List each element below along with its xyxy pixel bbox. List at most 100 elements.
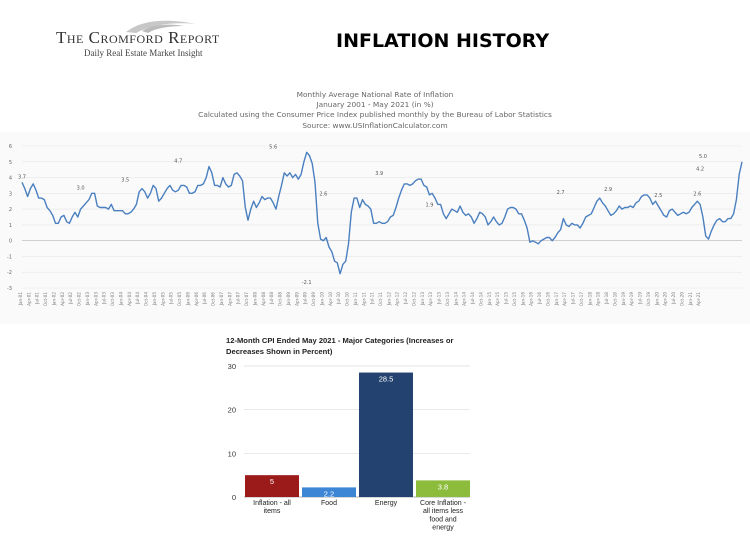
x-tick-label: Apr-09 — [294, 292, 299, 306]
x-tick-label: Oct-13 — [445, 292, 450, 306]
x-tick-label: Oct-09 — [311, 292, 316, 306]
x-tick-label: Jul-12 — [403, 292, 408, 305]
x-tick-label: Oct-06 — [211, 292, 216, 306]
x-tick-label: Apr-08 — [261, 292, 266, 306]
data-label: 3.5 — [121, 177, 129, 183]
x-tick-label: Apr-18 — [596, 292, 601, 306]
y-tick-label: 4 — [9, 176, 12, 182]
x-tick-label: Jan-11 — [353, 292, 358, 307]
x-tick-label: Jul-14 — [470, 292, 475, 305]
data-label: 1.9 — [425, 203, 433, 209]
x-tick-label: Jan-13 — [420, 292, 425, 307]
bar-value-label: 28.5 — [379, 375, 394, 384]
x-tick-label: Jan-20 — [654, 292, 659, 307]
x-tick-label: Apr-03 — [93, 292, 98, 306]
x-tick-label: Oct-01 — [43, 292, 48, 306]
x-tick-label: Jan-07 — [219, 292, 224, 307]
data-label: 3.0 — [77, 185, 85, 191]
x-tick-label: Jan-12 — [386, 292, 391, 307]
x-tick-label: Jan-14 — [453, 292, 458, 307]
logo-subtitle: Daily Real Estate Market Insight — [84, 48, 203, 58]
x-tick-label: Apr-07 — [227, 292, 232, 306]
x-tick-label: Oct-19 — [646, 292, 651, 306]
data-label: 3.7 — [18, 174, 26, 180]
x-tick-label: Oct-18 — [612, 292, 617, 306]
y-tick-label: 1 — [9, 223, 12, 229]
data-label: 2.6 — [693, 192, 701, 198]
x-tick-label: Jan-18 — [587, 292, 592, 307]
line-chart-subtitle-2: Calculated using the Consumer Price Inde… — [198, 110, 552, 120]
x-tick-label: Jul-16 — [537, 292, 542, 305]
bar — [416, 480, 470, 497]
x-tick-label: Apr-17 — [562, 292, 567, 306]
x-tick-label: Jul-06 — [202, 292, 207, 305]
x-tick-label: Jan-02 — [51, 292, 56, 307]
x-tick-label: Jan-09 — [286, 292, 291, 307]
x-tick-label: Oct-02 — [77, 292, 82, 306]
bar — [302, 487, 356, 497]
x-tick-label: Jul-15 — [504, 292, 509, 305]
x-tick-label: Apr-19 — [629, 292, 634, 306]
x-tick-label: Apr-11 — [361, 292, 366, 306]
x-tick-label: Jan-21 — [688, 292, 693, 307]
data-label: 3.9 — [375, 171, 383, 177]
bar-chart-title: 12-Month CPI Ended May 2021 - Major Cate… — [226, 336, 454, 356]
y-tick-label: 0 — [9, 239, 12, 245]
bar — [359, 372, 413, 497]
x-tick-label: Jul-13 — [437, 292, 442, 305]
x-tick-label: Jan-04 — [118, 292, 123, 307]
x-tick-label: Oct-03 — [110, 292, 115, 306]
x-tick-label: Jan-16 — [520, 292, 525, 307]
data-label: 5.0 — [699, 154, 707, 160]
data-label: 2.7 — [557, 190, 565, 196]
category-label: Core Inflation - — [420, 500, 467, 507]
logo-title: The Cromford Report — [56, 28, 220, 47]
x-tick-label: Jul-01 — [35, 292, 40, 305]
x-tick-label: Apr-14 — [462, 292, 467, 306]
data-label: 5.6 — [269, 144, 277, 150]
x-tick-label: Jul-05 — [169, 292, 174, 305]
category-label: energy — [432, 525, 454, 532]
x-tick-label: Oct-12 — [411, 292, 416, 306]
x-tick-label: Jul-03 — [102, 292, 107, 305]
y-tick-label: 30 — [228, 362, 236, 371]
x-tick-label: Jul-08 — [269, 292, 274, 305]
x-tick-label: Apr-02 — [60, 292, 65, 306]
data-label: 2.9 — [604, 187, 612, 193]
line-chart-title: Monthly Average National Rate of Inflati… — [296, 90, 454, 99]
line-chart-background — [0, 132, 750, 324]
x-tick-label: Apr-05 — [160, 292, 165, 306]
x-tick-label: Jan-06 — [185, 292, 190, 307]
x-tick-label: Jul-09 — [303, 292, 308, 305]
line-chart-subtitle-1: January 2001 - May 2021 (in %) — [316, 100, 434, 110]
x-tick-label: Jan-10 — [319, 292, 324, 307]
x-tick-label: Apr-01 — [26, 292, 31, 306]
x-tick-label: Oct-10 — [345, 292, 350, 306]
x-tick-label: Apr-13 — [428, 292, 433, 306]
x-tick-label: Oct-05 — [177, 292, 182, 306]
y-tick-label: -3 — [7, 286, 12, 292]
x-tick-label: Jan-17 — [554, 292, 559, 307]
x-tick-label: Apr-20 — [663, 292, 668, 306]
bar-value-label: 2.2 — [324, 489, 334, 498]
x-tick-label: Jul-10 — [336, 292, 341, 305]
x-tick-label: Oct-17 — [579, 292, 584, 306]
x-tick-label: Apr-04 — [127, 292, 132, 306]
x-tick-label: Oct-14 — [478, 292, 483, 306]
y-tick-label: -2 — [7, 270, 12, 276]
category-label: Food — [321, 500, 337, 507]
page-title: INFLATION HISTORY — [336, 30, 550, 52]
x-tick-label: Jan-15 — [487, 292, 492, 307]
inflation-series-line — [21, 151, 743, 275]
logo-swoosh-icon — [126, 20, 196, 33]
x-tick-label: Jul-11 — [370, 292, 375, 305]
x-tick-label: Apr-10 — [328, 292, 333, 306]
x-tick-label: Jan-08 — [252, 292, 257, 307]
category-label: food and — [429, 516, 456, 523]
category-label: Inflation - all — [253, 500, 291, 507]
y-tick-label: 20 — [228, 406, 236, 415]
x-tick-label: Oct-20 — [679, 292, 684, 306]
x-tick-label: Oct-11 — [378, 292, 383, 306]
